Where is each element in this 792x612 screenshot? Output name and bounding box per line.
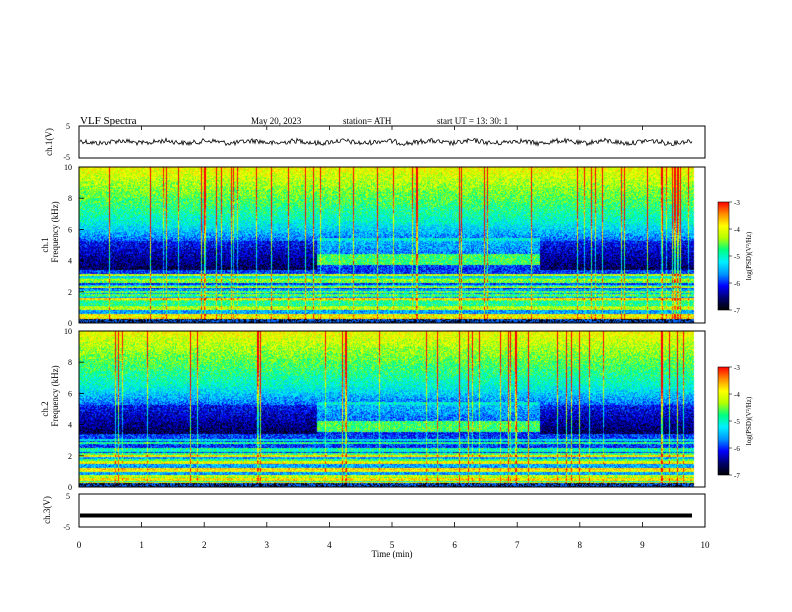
date-label: May 20, 2023 (251, 116, 302, 126)
ch3-waveform-frame (78, 493, 706, 528)
ch1-spectrogram-panel: 0 2 4 6 8 10 ch.1 Frequency (kHz) (40, 163, 706, 328)
ch1-colorbar-gradient (717, 201, 730, 311)
colorbar-tick-label: -6 (734, 280, 740, 288)
spectrogram-ytick-label: 2 (68, 452, 72, 461)
start-ut-label: start UT = 13: 30: 1 (437, 116, 508, 126)
time-axis-tick-label: 9 (640, 540, 645, 550)
colorbar-tick-label: -3 (734, 364, 740, 372)
time-axis-tick-label: 7 (515, 540, 520, 550)
spectrogram-ytick-label: 8 (68, 194, 72, 203)
ch3-waveform-panel: 5 -5 ch.3(V) (42, 492, 706, 532)
ch2-spectrogram-ylabel-line1: ch.2 (40, 401, 50, 416)
ch1-waveform-trace (79, 137, 693, 147)
colorbar-tick-label: -7 (734, 307, 740, 315)
time-axis-ticks: 0 1 2 3 4 5 6 7 8 9 10 (77, 126, 710, 550)
colorbar-tick-label: -5 (734, 418, 740, 426)
spectrogram-ytick-label: 8 (68, 358, 72, 367)
time-axis-tick-label: 6 (452, 540, 457, 550)
station-label: station= ATH (343, 116, 392, 126)
ch1-ytick-bottom: -5 (63, 153, 70, 162)
spectrogram-ytick-label: 4 (68, 421, 72, 430)
ch2-spectrogram-yticks: 0 2 4 6 8 10 (64, 327, 84, 492)
ch3-ytick-bottom: -5 (63, 523, 70, 532)
ch2-spectrogram-panel: 0 2 4 6 8 10 ch.2 Frequency (kHz) (40, 327, 706, 492)
spectrogram-ytick-label: 10 (64, 163, 72, 172)
colorbar-tick-label: -3 (734, 199, 740, 207)
ch1-spectrogram-ylabel-line1: ch.1 (40, 237, 50, 252)
time-axis-tick-label: 3 (265, 540, 270, 550)
ch2-spectrogram-frame (78, 330, 706, 488)
spectrogram-ytick-label: 2 (68, 288, 72, 297)
ch1-spectrogram-heatmap (79, 167, 705, 323)
ch1-colorbar-label: log(PSD)(V²/Hz) (745, 231, 753, 280)
time-axis-tick-label: 0 (77, 540, 82, 550)
spectrogram-ytick-label: 6 (68, 389, 72, 398)
ch2-colorbar: -3 -4 -5 -6 -7 log(PSD)(V²/Hz) (717, 364, 753, 480)
ch1-colorbar-ticks: -3 -4 -5 -6 -7 (729, 199, 740, 315)
time-axis-tick-label: 5 (390, 540, 395, 550)
spectrogram-ytick-label: 0 (68, 319, 72, 328)
ch1-waveform-panel: 5 -5 ch.1(V) (44, 122, 706, 162)
figure-title: VLF Spectra (80, 115, 137, 127)
colorbar-tick-label: -7 (734, 472, 740, 480)
colorbar-tick-label: -6 (734, 445, 740, 453)
ch1-spectrogram-ylabel-line2: Frequency (kHz) (50, 201, 60, 262)
spectrogram-ytick-label: 0 (68, 483, 72, 492)
colorbar-tick-label: -4 (734, 226, 740, 234)
spectrogram-ytick-label: 10 (64, 327, 72, 336)
ch2-colorbar-gradient (717, 366, 730, 476)
colorbar-tick-label: -5 (734, 253, 740, 261)
ch3-ytick-top: 5 (66, 492, 70, 501)
ch1-spectrogram-frame (78, 166, 706, 324)
time-axis-tick-label: 4 (327, 540, 332, 550)
time-axis-tick-label: 2 (202, 540, 207, 550)
ch1-waveform-ylabel: ch.1(V) (44, 128, 54, 156)
time-axis-label: Time (min) (372, 549, 413, 559)
colorbar-tick-label: -4 (734, 391, 740, 399)
time-axis-tick-label: 8 (578, 540, 583, 550)
ch2-colorbar-ticks: -3 -4 -5 -6 -7 (729, 364, 740, 480)
spectrogram-ytick-label: 4 (68, 257, 72, 266)
ch2-spectrogram-ylabel-line2: Frequency (kHz) (50, 365, 60, 426)
ch2-spectrogram-heatmap (79, 331, 705, 487)
time-axis-tick-label: 1 (139, 540, 144, 550)
time-axis-tick-label: 10 (701, 540, 711, 550)
spectrogram-ytick-label: 6 (68, 225, 72, 234)
ch2-colorbar-label: log(PSD)(V²/Hz) (745, 396, 753, 445)
ch1-colorbar: -3 -4 -5 -6 -7 log(PSD)(V²/Hz) (717, 199, 753, 315)
ch1-ytick-top: 5 (66, 122, 70, 131)
ch3-waveform-ylabel: ch.3(V) (42, 496, 52, 524)
ch1-spectrogram-yticks: 0 2 4 6 8 10 (64, 163, 84, 328)
